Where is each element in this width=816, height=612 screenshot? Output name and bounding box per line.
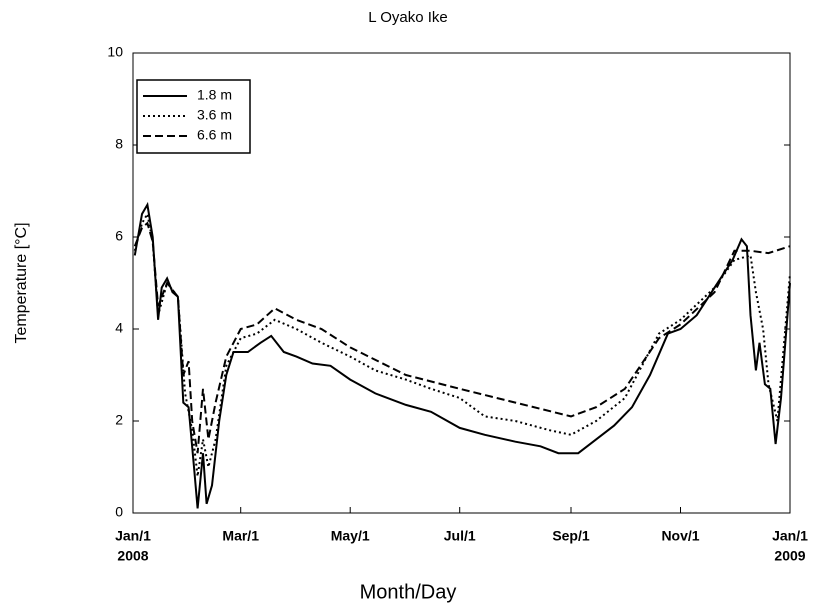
x-tick-label: May/1 xyxy=(331,528,370,544)
x-axis-label: Month/Day xyxy=(360,581,457,603)
series-line xyxy=(133,221,791,454)
x-tick-label: Jul/1 xyxy=(444,528,476,544)
y-tick-label: 8 xyxy=(115,136,123,152)
legend-label: 1.8 m xyxy=(197,87,232,103)
x-year-label: 2009 xyxy=(774,548,805,564)
x-tick-label: Jan/1 xyxy=(772,528,808,544)
y-tick-label: 0 xyxy=(115,504,123,520)
x-tick-label: Nov/1 xyxy=(661,528,699,544)
chart-title: L Oyako Ike xyxy=(368,9,447,26)
legend-box xyxy=(136,79,251,154)
y-tick-label: 4 xyxy=(115,320,123,336)
x-year-label: 2008 xyxy=(117,548,148,564)
y-tick-label: 6 xyxy=(115,228,123,244)
legend-label: 6.6 m xyxy=(197,127,232,143)
y-tick-label: 2 xyxy=(115,412,123,428)
y-axis-label: Temperature [°C] xyxy=(13,222,30,343)
series-line xyxy=(133,201,791,509)
y-tick-label: 10 xyxy=(107,44,123,60)
x-tick-label: Jan/1 xyxy=(115,528,151,544)
legend-label: 3.6 m xyxy=(197,107,232,123)
x-tick-label: Mar/1 xyxy=(222,528,259,544)
x-tick-label: Sep/1 xyxy=(552,528,590,544)
